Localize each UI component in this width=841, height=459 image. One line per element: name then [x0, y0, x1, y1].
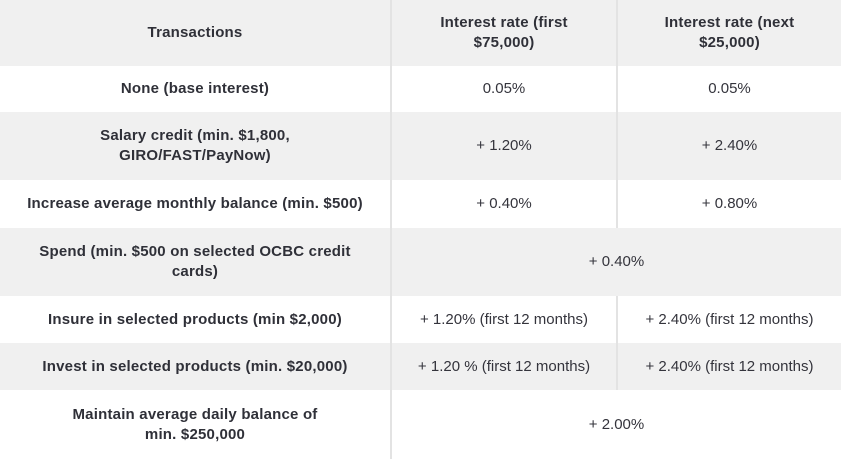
table-header-row: Transactions Interest rate (first $75,00… [0, 0, 841, 66]
rate-first-cell: + 1.20 % (first 12 months) [390, 343, 617, 390]
rate-first-cell: + 1.20% (first 12 months) [390, 296, 617, 343]
rate-first-cell: + 0.40% [390, 180, 617, 228]
rate-first-cell: + 1.20% [390, 112, 617, 180]
rate-next-cell: 0.05% [616, 66, 841, 112]
rate-next-cell: + 2.40% (first 12 months) [616, 343, 841, 390]
table-row: Insure in selected products (min $2,000)… [0, 296, 841, 343]
rate-next-cell: + 2.40% [616, 112, 841, 180]
transaction-cell: None (base interest) [120, 80, 270, 97]
table-row: None (base interest) 0.05% 0.05% [0, 66, 841, 112]
rate-next-cell: + 0.80% [616, 180, 841, 228]
rate-first-cell: 0.05% [390, 66, 617, 112]
table-row: Increase average monthly balance (min. $… [0, 180, 841, 228]
transaction-cell: Maintain average daily balance of min. $… [72, 405, 318, 443]
transaction-cell: Spend (min. $500 on selected OCBC credit… [39, 243, 351, 280]
transaction-cell: Insure in selected products (min $2,000) [48, 310, 342, 328]
transaction-cell: Invest in selected products (min. $20,00… [42, 357, 348, 375]
rate-next-cell: + 2.40% (first 12 months) [616, 296, 841, 343]
transaction-cell: Salary credit (min. $1,800, GIRO/FAST/Pa… [100, 127, 290, 164]
table-row: Salary credit (min. $1,800, GIRO/FAST/Pa… [0, 112, 841, 180]
table-row: Invest in selected products (min. $20,00… [0, 343, 841, 390]
col-header-rate-next: Interest rate (next $25,000) [616, 0, 841, 66]
col-header-rate-first: Interest rate (first $75,000) [390, 0, 617, 66]
transaction-cell: Increase average monthly balance (min. $… [27, 195, 363, 212]
col-header-transactions: Transactions [147, 24, 243, 41]
table-row: Spend (min. $500 on selected OCBC credit… [0, 228, 841, 296]
rate-combined-cell: + 0.40% [390, 228, 841, 296]
table-row: Maintain average daily balance of min. $… [0, 390, 841, 459]
rate-combined-cell: + 2.00% [390, 390, 841, 459]
